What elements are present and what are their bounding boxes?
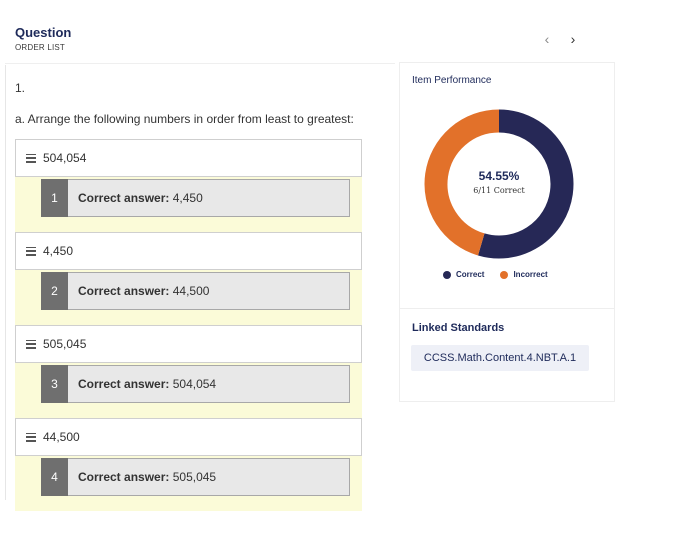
question-title: Question <box>15 25 72 40</box>
correct-answer-box: 4 Correct answer: 505,045 <box>41 458 350 496</box>
legend-swatch-correct <box>443 270 451 279</box>
question-prompt: a. Arrange the following numbers in orde… <box>15 112 354 126</box>
question-type-label: ORDER LIST <box>15 43 66 52</box>
order-item[interactable]: 505,045 <box>15 325 362 363</box>
legend-item-correct: Correct <box>443 270 484 279</box>
linked-standards-title: Linked Standards <box>412 322 505 334</box>
correct-position-number: 1 <box>41 179 68 217</box>
correct-answer-label: Correct answer: <box>78 377 170 391</box>
card-divider <box>400 308 614 309</box>
correct-answer-label: Correct answer: <box>78 191 170 205</box>
content-divider <box>5 63 395 64</box>
correct-answer-value: 505,045 <box>172 470 217 484</box>
chevron-left-icon: ‹ <box>544 31 550 47</box>
correct-answer-label: Correct answer: <box>78 284 170 298</box>
legend-label-correct: Correct <box>456 270 485 279</box>
legend-item-incorrect: Incorrect <box>500 270 548 279</box>
order-item[interactable]: 4,450 <box>15 232 362 270</box>
order-item-value: 504,054 <box>43 151 87 165</box>
question-number: 1. <box>15 81 26 95</box>
order-item-value: 44,500 <box>43 430 80 444</box>
donut-slice-correct <box>478 109 574 259</box>
left-border <box>5 65 6 500</box>
drag-handle-icon[interactable] <box>26 432 36 442</box>
standard-chip[interactable]: CCSS.Math.Content.4.NBT.A.1 <box>411 345 589 371</box>
correct-position-number: 4 <box>41 458 68 496</box>
order-item[interactable]: 44,500 <box>15 418 362 456</box>
chart-legend: Correct Incorrect <box>443 270 564 279</box>
order-item-value: 4,450 <box>43 244 74 258</box>
drag-handle-icon[interactable] <box>26 246 36 256</box>
legend-swatch-incorrect <box>500 270 509 279</box>
donut-chart: 54.55% 6/11 Correct <box>422 107 576 261</box>
correct-answer-box: 3 Correct answer: 504,054 <box>41 365 350 403</box>
drag-handle-icon[interactable] <box>26 339 36 349</box>
donut-percent-label: 54.55% <box>478 169 520 183</box>
donut-slice-incorrect <box>424 109 500 256</box>
correct-answer-label: Correct answer: <box>78 470 170 484</box>
correct-position-number: 3 <box>41 365 68 403</box>
item-performance-title: Item Performance <box>412 75 492 86</box>
next-question-button[interactable]: › <box>565 31 581 47</box>
correct-answer-box: 2 Correct answer: 44,500 <box>41 272 350 310</box>
chevron-right-icon: › <box>570 31 576 47</box>
correct-answer-value: 4,450 <box>172 191 203 205</box>
correct-answer-value: 44,500 <box>172 284 210 298</box>
correct-answer-box: 1 Correct answer: 4,450 <box>41 179 350 217</box>
order-item-value: 505,045 <box>43 337 87 351</box>
donut-chart-svg <box>424 109 574 259</box>
donut-detail-label: 6/11 Correct <box>473 186 525 195</box>
correct-position-number: 2 <box>41 272 68 310</box>
previous-question-button[interactable]: ‹ <box>539 31 555 47</box>
order-item[interactable]: 504,054 <box>15 139 362 177</box>
correct-answer-value: 504,054 <box>172 377 217 391</box>
drag-handle-icon[interactable] <box>26 153 36 163</box>
legend-label-incorrect: Incorrect <box>513 270 548 279</box>
item-performance-card: Item Performance 54.55% 6/11 Correct Cor… <box>399 62 615 402</box>
